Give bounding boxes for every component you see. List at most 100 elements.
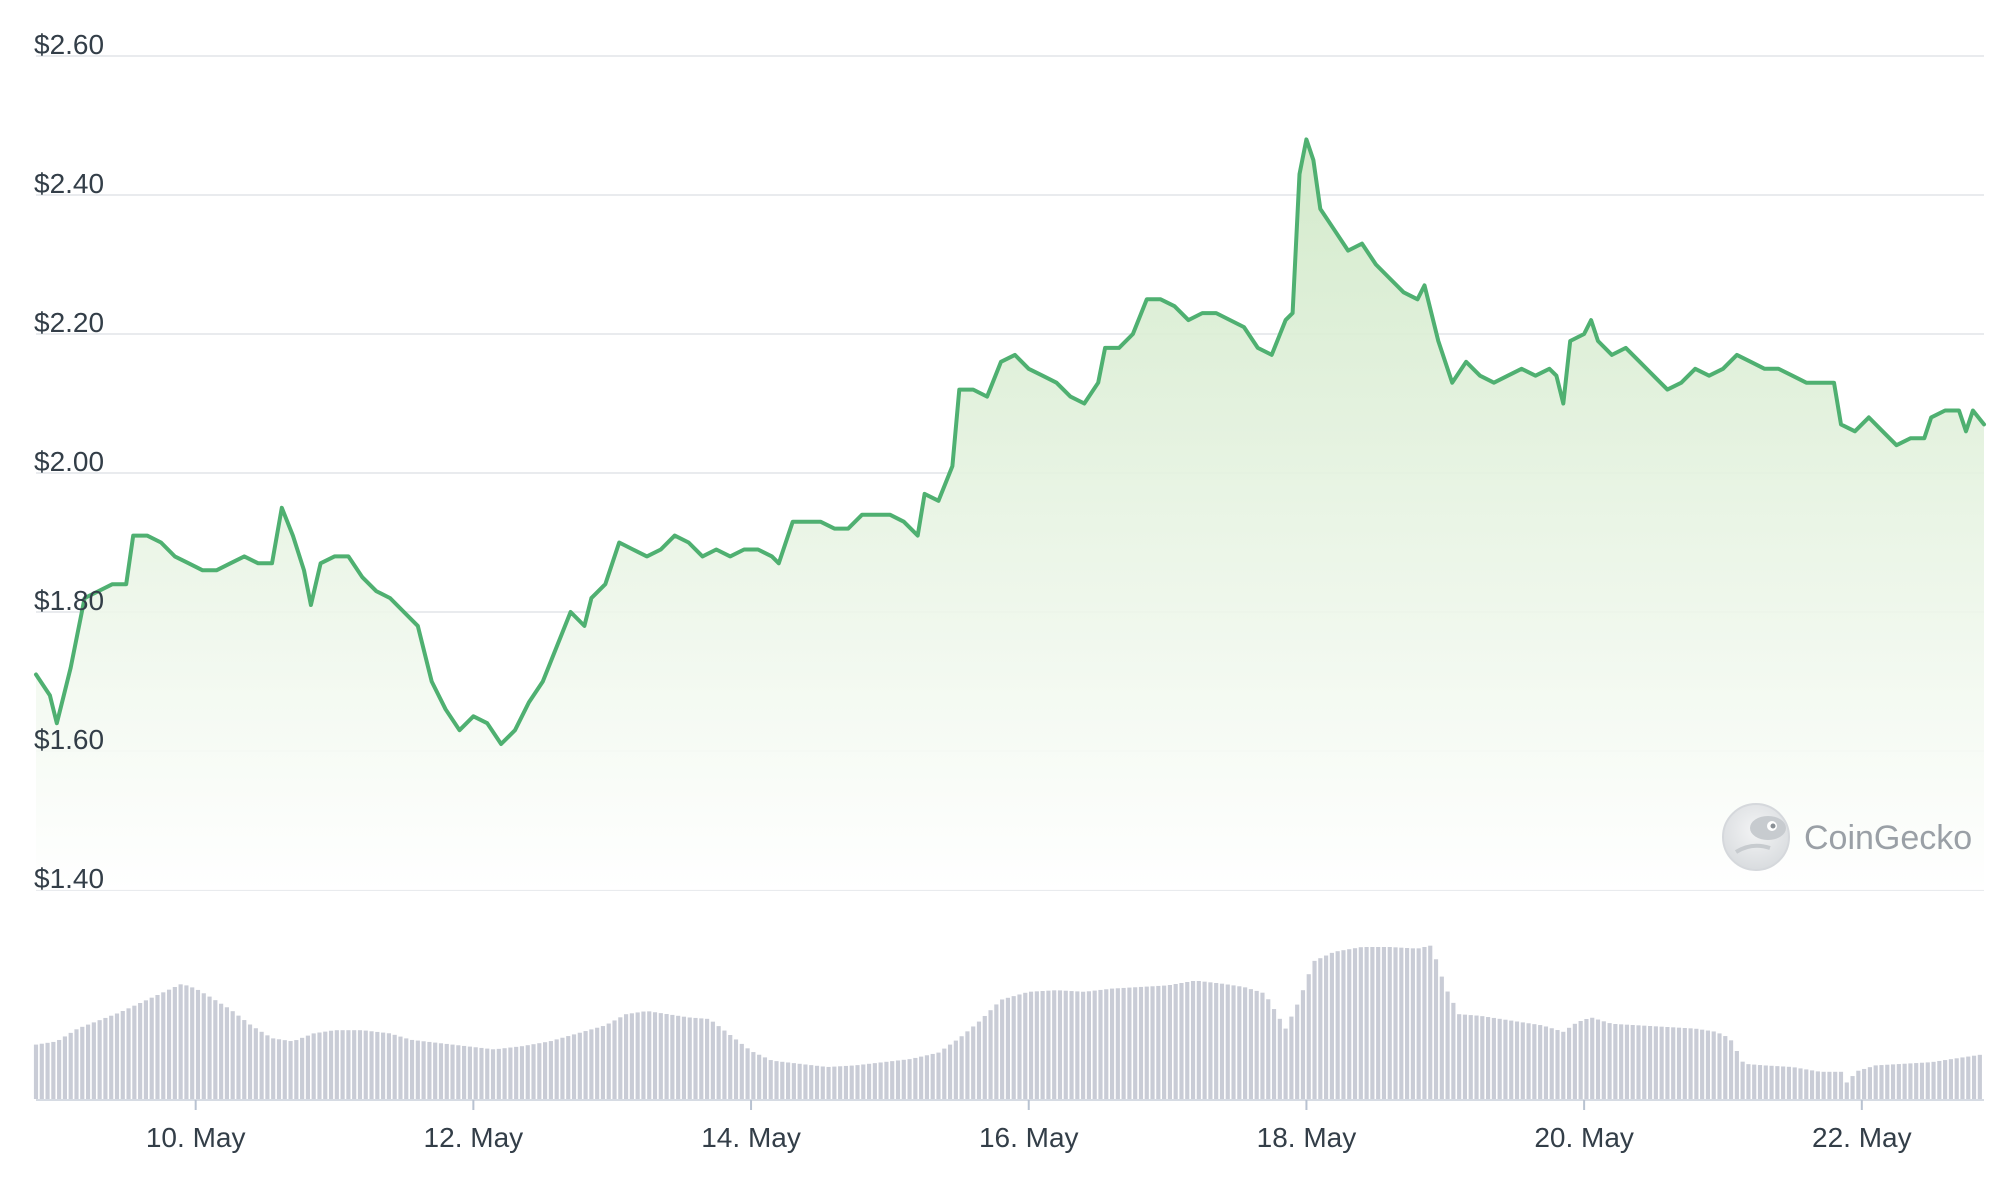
volume-bar <box>346 1030 351 1099</box>
volume-bar <box>1289 1016 1294 1099</box>
volume-bar <box>757 1054 762 1099</box>
volume-bar <box>1393 947 1398 1099</box>
volume-bar <box>1011 996 1016 1099</box>
volume-bar <box>739 1043 744 1099</box>
volume-bar <box>699 1018 704 1099</box>
volume-bar <box>143 1000 149 1099</box>
volume-bar <box>172 987 177 1099</box>
volume-bar <box>1433 959 1439 1099</box>
volume-bar <box>543 1042 548 1099</box>
volume-bar <box>300 1037 305 1099</box>
volume-bar <box>288 1041 293 1099</box>
volume-bar <box>178 984 183 1099</box>
volume-bar <box>965 1031 970 1099</box>
volume-bar <box>317 1032 322 1099</box>
y-tick-label: $2.60 <box>34 29 104 60</box>
price-line <box>34 137 1986 746</box>
volume-bar <box>994 1004 999 1099</box>
volume-bar <box>1381 947 1387 1099</box>
volume-bar <box>1543 1026 1549 1099</box>
volume-bar <box>1127 987 1132 1099</box>
volume-bar <box>942 1048 947 1099</box>
volume-bar <box>265 1035 270 1099</box>
volume-bar <box>398 1036 403 1099</box>
y-tick-label: $2.00 <box>34 446 104 477</box>
volume-bar <box>473 1047 478 1099</box>
volume-bar <box>149 997 154 1099</box>
volume-bar <box>1503 1019 1508 1099</box>
volume-bar <box>809 1065 814 1099</box>
x-tick-label: 18. May <box>1257 1122 1357 1153</box>
volume-bar <box>1538 1025 1543 1099</box>
volume-bar <box>80 1026 85 1099</box>
volume-bar <box>1717 1033 1722 1099</box>
volume-bar <box>1682 1028 1687 1099</box>
volume-bar <box>1457 1014 1462 1099</box>
volume-bar <box>693 1017 698 1099</box>
volume-bar <box>219 1003 224 1099</box>
volume-bar <box>1636 1025 1641 1099</box>
volume-bar <box>641 1011 646 1099</box>
volume-bar <box>1694 1028 1699 1099</box>
volume-bar <box>39 1043 44 1099</box>
volume-bar <box>971 1026 976 1099</box>
volume-bar <box>1254 990 1259 1099</box>
volume-bar <box>751 1052 756 1099</box>
volume-bar <box>1746 1064 1751 1099</box>
volume-bar <box>1462 1014 1468 1099</box>
volume-bar <box>589 1029 594 1099</box>
volume-bar <box>57 1039 62 1099</box>
volume-bar <box>45 1042 50 1099</box>
volume-bar <box>114 1013 120 1099</box>
volume-bar <box>1757 1065 1763 1099</box>
volume-bar <box>369 1031 374 1099</box>
volume-bar <box>1439 976 1444 1099</box>
volume-bar <box>976 1021 982 1099</box>
volume-bar <box>103 1017 108 1099</box>
volume-bar <box>1630 1025 1635 1099</box>
volume-bar <box>1977 1054 1982 1099</box>
volume-bar <box>1954 1058 1959 1099</box>
volume-bar <box>1509 1020 1514 1099</box>
volume-bar <box>415 1040 420 1099</box>
volume-bar <box>1138 986 1144 1099</box>
price-line-layer <box>34 137 1986 746</box>
volume-bar <box>1561 1031 1566 1099</box>
volume-bar <box>953 1040 958 1099</box>
volume-bar <box>1468 1015 1473 1099</box>
volume-bar <box>1243 987 1248 1099</box>
volume-bar <box>1532 1024 1537 1099</box>
volume-bar <box>670 1014 675 1099</box>
volume-bar <box>774 1061 779 1099</box>
volume-bar <box>629 1013 634 1099</box>
volume-bar <box>456 1045 461 1099</box>
volume-bar <box>1809 1070 1815 1099</box>
volume-bar <box>444 1043 449 1099</box>
volume-bar <box>930 1053 935 1099</box>
volume-bar <box>1688 1028 1693 1099</box>
volume-bar <box>1000 999 1005 1099</box>
volume-bar <box>849 1065 854 1099</box>
volume-bar <box>1162 985 1167 1099</box>
volume-bar <box>1711 1031 1716 1099</box>
coingecko-watermark: CoinGecko <box>1722 803 1972 871</box>
x-tick-label: 14. May <box>701 1122 801 1153</box>
volume-bar <box>1619 1024 1624 1099</box>
volume-bar <box>1833 1071 1838 1099</box>
volume-bar <box>803 1064 808 1099</box>
volume-bar <box>1248 989 1253 1099</box>
volume-bar <box>155 995 160 1099</box>
volume-bar <box>924 1055 930 1099</box>
volume-bar <box>907 1059 912 1099</box>
volume-bar <box>1798 1068 1803 1099</box>
volume-bar <box>681 1016 687 1099</box>
volume-bar <box>1179 983 1184 1099</box>
volume-bar <box>91 1022 96 1099</box>
volume-bar <box>294 1040 299 1099</box>
volume-bar <box>1890 1064 1896 1099</box>
volume-bar <box>1028 991 1034 1099</box>
volume-bar <box>427 1041 432 1099</box>
watermark-text: CoinGecko <box>1804 819 1972 857</box>
volume-bar <box>62 1036 68 1099</box>
volume-bar <box>676 1015 681 1099</box>
